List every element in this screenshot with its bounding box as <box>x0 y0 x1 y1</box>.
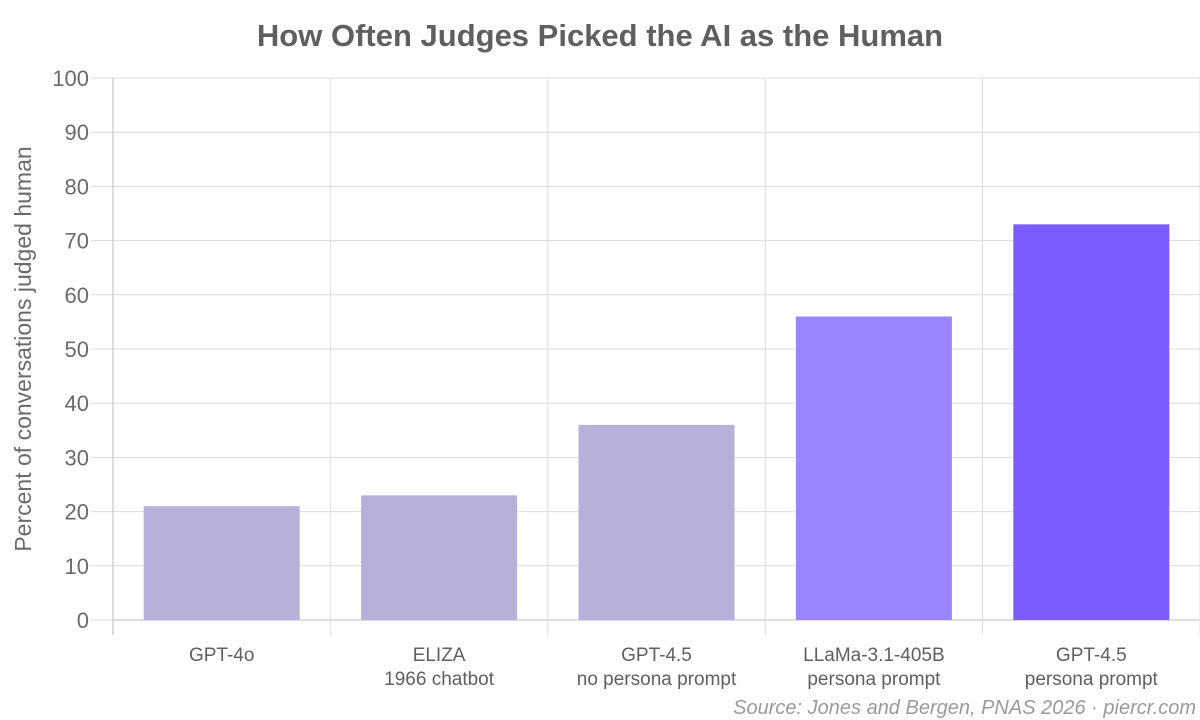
y-tick-label: 0 <box>77 608 89 633</box>
x-tick-label: ELIZA <box>413 645 466 666</box>
chart-title: How Often Judges Picked the AI as the Hu… <box>256 18 944 53</box>
y-tick-label: 40 <box>65 391 89 416</box>
y-axis-label: Percent of conversations judged human <box>10 146 36 551</box>
y-tick-label: 80 <box>65 174 89 199</box>
y-tick-label: 70 <box>65 229 89 254</box>
y-tick-label: 100 <box>52 66 89 91</box>
bar <box>1013 224 1170 620</box>
bar <box>143 506 300 620</box>
x-tick-label: persona prompt <box>1025 669 1159 690</box>
x-tick-label: persona prompt <box>807 669 941 690</box>
x-tick-label: GPT-4o <box>189 645 254 666</box>
source-note: Source: Jones and Bergen, PNAS 2026 · pi… <box>733 697 1196 719</box>
y-tick-label: 90 <box>65 120 89 145</box>
y-tick-label: 60 <box>65 283 89 308</box>
x-tick-label: GPT-4.5 <box>621 645 692 666</box>
y-tick-label: 20 <box>65 500 89 525</box>
y-tick-label: 10 <box>65 554 89 579</box>
x-tick-label: LLaMa-3.1-405B <box>803 645 945 666</box>
x-tick-label: GPT-4.5 <box>1056 645 1127 666</box>
bar <box>361 495 518 620</box>
bar <box>795 316 952 620</box>
x-tick-label: no persona prompt <box>577 669 737 690</box>
y-tick-label: 50 <box>65 337 89 362</box>
x-tick-label: 1966 chatbot <box>384 669 495 690</box>
y-tick-label: 30 <box>65 445 89 470</box>
bar <box>578 424 735 620</box>
